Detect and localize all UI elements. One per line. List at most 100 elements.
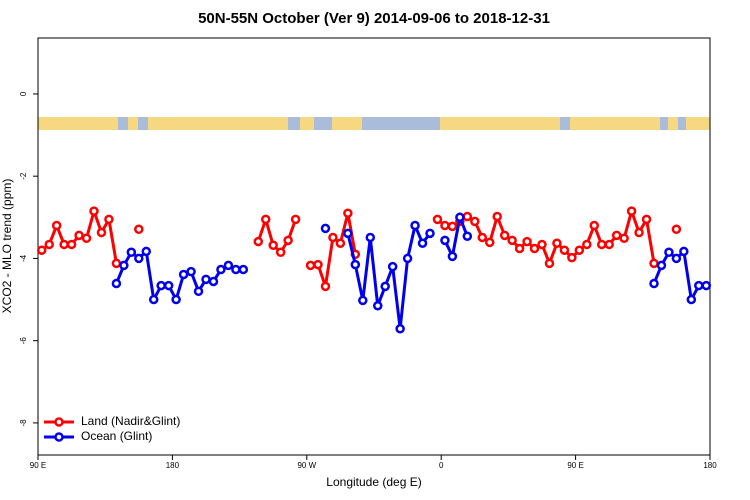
point [671, 253, 682, 264]
point [694, 280, 704, 291]
point [89, 206, 99, 216]
y-axis-label: XCO2 - MLO trend (ppm) [0, 179, 14, 314]
point [59, 239, 69, 250]
point [44, 239, 54, 250]
point [290, 214, 301, 225]
point [372, 300, 383, 311]
point [484, 237, 495, 248]
point [380, 281, 390, 292]
legend-marker [54, 432, 64, 442]
point [178, 269, 189, 280]
point [507, 235, 517, 246]
land-strip [38, 117, 710, 130]
point [134, 224, 144, 234]
point [559, 245, 570, 255]
point [171, 294, 181, 305]
x-tick-label: 90 E [30, 461, 46, 470]
point [567, 252, 577, 263]
point [440, 220, 450, 231]
point [596, 239, 607, 250]
point [537, 239, 547, 250]
point [641, 214, 652, 225]
point [455, 212, 465, 223]
point [626, 206, 637, 216]
point [574, 245, 585, 255]
point [440, 235, 450, 246]
point [589, 220, 600, 231]
point [156, 280, 166, 291]
point [462, 231, 473, 241]
point [119, 260, 129, 271]
point [447, 251, 458, 262]
point [320, 281, 331, 292]
point [462, 211, 473, 222]
point [343, 228, 353, 239]
x-tick-label: 180 [166, 461, 180, 470]
point [492, 211, 502, 222]
point [134, 253, 144, 264]
point [193, 286, 204, 297]
point [216, 264, 226, 275]
point [395, 323, 405, 334]
point [350, 259, 361, 270]
point [238, 264, 249, 275]
point [522, 236, 532, 247]
x-tick-label: 90 E [567, 461, 583, 470]
legend-marker [54, 417, 64, 427]
point [417, 238, 428, 248]
legend-label: Land (Nadir&Glint) [81, 414, 180, 428]
point [470, 216, 480, 227]
point [96, 227, 107, 238]
point [410, 220, 420, 231]
point [671, 224, 682, 234]
chart-title: 50N-55N October (Ver 9) 2014-09-06 to 20… [198, 10, 550, 27]
point [664, 247, 674, 258]
x-tick-label: 0 [439, 461, 444, 470]
x-tick-label: 90 W [297, 461, 316, 470]
point [253, 236, 264, 247]
y-tick-label: -8 [19, 419, 28, 427]
series-line [115, 211, 707, 329]
point [552, 238, 562, 248]
point [499, 230, 510, 241]
point [514, 243, 525, 254]
point [701, 280, 712, 291]
point [619, 233, 629, 244]
y-tick-label: -2 [19, 172, 28, 180]
point [283, 235, 293, 246]
point [425, 228, 435, 239]
point [223, 260, 234, 271]
point [51, 220, 62, 231]
x-axis-label: Longitude (deg E) [326, 475, 421, 489]
point [365, 232, 376, 243]
plot-frame [37, 37, 711, 456]
point [328, 232, 338, 243]
point [529, 243, 540, 254]
point [544, 258, 555, 269]
point [111, 278, 122, 289]
point [432, 214, 443, 225]
point [320, 223, 331, 234]
point [679, 246, 689, 257]
point [611, 230, 622, 241]
point [163, 280, 174, 291]
point [126, 247, 137, 258]
point [104, 214, 114, 225]
point [649, 258, 659, 269]
point [141, 246, 152, 257]
legend-label: Ocean (Glint) [81, 429, 152, 443]
point [604, 239, 614, 250]
point [335, 238, 346, 248]
point [260, 214, 271, 225]
point [477, 232, 488, 243]
point [313, 259, 323, 270]
point [208, 276, 219, 287]
point [275, 247, 286, 258]
point [634, 227, 644, 238]
y-tick-label: 0 [19, 91, 28, 96]
point [186, 266, 196, 277]
point [387, 261, 398, 272]
point [343, 208, 353, 218]
point [447, 221, 458, 232]
point [81, 233, 92, 244]
